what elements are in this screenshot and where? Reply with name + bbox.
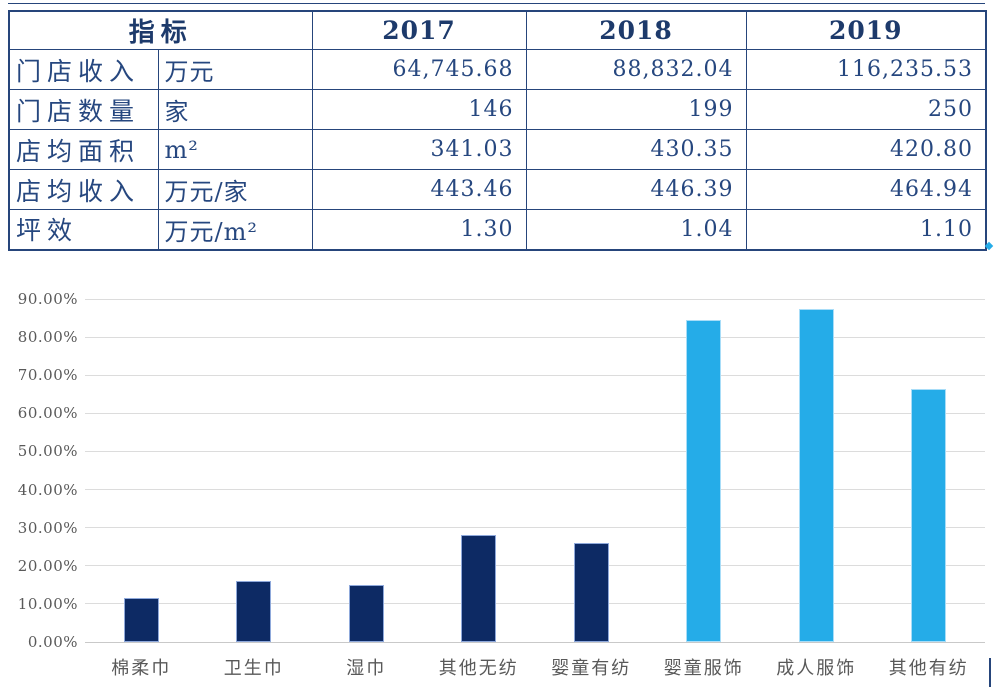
metric-name-cell[interactable]: 店均收入 — [8, 169, 159, 210]
table-row-avg-area: 店均面积 m² 341.03 430.35 420.80 — [8, 129, 987, 170]
x-category-label: 棉柔巾 — [111, 658, 172, 679]
metric-name-cell[interactable]: 坪效 — [8, 209, 159, 250]
y-tick-label: 60.00% — [17, 404, 78, 423]
y-tick-label: 40.00% — [17, 480, 78, 499]
y-tick-label: 50.00% — [17, 442, 78, 461]
y-gridline — [85, 565, 985, 567]
value-cell-2019[interactable]: 464.94 — [745, 169, 987, 210]
metric-unit-cell[interactable]: 万元 — [157, 49, 313, 90]
value-cell-2019[interactable]: 1.10 — [745, 209, 987, 250]
metric-unit-cell[interactable]: 万元/m² — [157, 209, 313, 250]
value-cell-2017[interactable]: 146 — [311, 89, 527, 130]
year-header-2019[interactable]: 2019 — [745, 10, 987, 50]
metric-name-cell[interactable]: 门店收入 — [8, 49, 159, 90]
table-row-avg-revenue: 店均收入 万元/家 443.46 446.39 464.94 — [8, 169, 987, 210]
value-cell-2018[interactable]: 446.39 — [525, 169, 747, 210]
x-category-label: 湿巾 — [346, 658, 387, 679]
y-tick-label: 70.00% — [17, 366, 78, 385]
y-tick-label: 30.00% — [17, 518, 78, 537]
y-gridline — [85, 374, 985, 376]
x-category-label: 成人服饰 — [776, 658, 857, 679]
y-gridline — [85, 336, 985, 338]
x-category-label: 其他无纺 — [438, 658, 519, 679]
metric-name-cell[interactable]: 店均面积 — [8, 129, 159, 170]
value-cell-2018[interactable]: 1.04 — [525, 209, 747, 250]
indicator-header-cell[interactable]: 指标 — [8, 10, 313, 50]
year-header-2017[interactable]: 2017 — [311, 10, 527, 50]
table-row-store-count: 门店数量 家 146 199 250 — [8, 89, 987, 130]
y-tick-label: 20.00% — [17, 556, 78, 575]
value-cell-2019[interactable]: 250 — [745, 89, 987, 130]
bar-1[interactable] — [123, 598, 159, 642]
bar-3[interactable] — [348, 584, 384, 642]
table-row-sales-efficiency: 坪效 万元/m² 1.30 1.04 1.10 — [8, 209, 987, 250]
y-tick-label: 0.00% — [27, 633, 78, 651]
value-cell-2017[interactable]: 64,745.68 — [311, 49, 527, 90]
y-gridline — [85, 527, 985, 529]
value-cell-2018[interactable]: 199 — [525, 89, 747, 130]
year-header-2018[interactable]: 2018 — [525, 10, 747, 50]
metric-unit-cell[interactable]: 万元/家 — [157, 169, 313, 210]
metric-unit-cell[interactable]: 家 — [157, 89, 313, 130]
bar-7[interactable] — [798, 308, 834, 642]
x-category-label: 婴童有纺 — [551, 658, 632, 679]
value-cell-2019[interactable]: 116,235.53 — [745, 49, 987, 90]
bar-5[interactable] — [573, 542, 609, 642]
bar-6[interactable] — [686, 319, 722, 642]
y-tick-label: 90.00% — [17, 290, 78, 308]
bar-8[interactable] — [911, 388, 947, 642]
top-grid-line — [8, 3, 985, 4]
table-header-row: 指标 2017 2018 2019 — [8, 10, 987, 50]
metric-name-cell[interactable]: 门店数量 — [8, 89, 159, 130]
y-gridline — [85, 412, 985, 414]
value-cell-2017[interactable]: 443.46 — [311, 169, 527, 210]
metric-unit-cell[interactable]: m² — [157, 129, 313, 170]
x-category-label: 卫生巾 — [223, 658, 284, 679]
y-gridline — [85, 603, 985, 605]
y-gridline — [85, 298, 985, 300]
table-row-store-revenue: 门店收入 万元 64,745.68 88,832.04 116,235.53 — [8, 49, 987, 90]
x-category-label: 其他有纺 — [888, 658, 969, 679]
bar-4[interactable] — [461, 535, 497, 642]
x-axis-line — [85, 641, 985, 643]
y-gridline — [85, 489, 985, 491]
y-tick-label: 10.00% — [17, 594, 78, 613]
bar-2[interactable] — [236, 581, 272, 642]
x-category-label: 婴童服饰 — [663, 658, 744, 679]
value-cell-2018[interactable]: 88,832.04 — [525, 49, 747, 90]
chart-right-edge-line — [989, 658, 991, 687]
value-cell-2017[interactable]: 341.03 — [311, 129, 527, 170]
value-cell-2018[interactable]: 430.35 — [525, 129, 747, 170]
value-cell-2017[interactable]: 1.30 — [311, 209, 527, 250]
y-tick-label: 80.00% — [17, 328, 78, 347]
value-cell-2019[interactable]: 420.80 — [745, 129, 987, 170]
y-gridline — [85, 450, 985, 452]
metrics-table: 指标 2017 2018 2019 门店收入 万元 64,745.68 88,8… — [8, 10, 988, 251]
